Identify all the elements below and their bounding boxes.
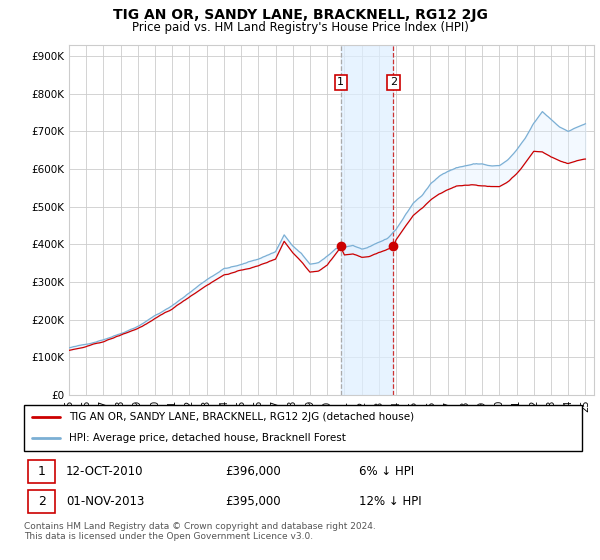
Text: HPI: Average price, detached house, Bracknell Forest: HPI: Average price, detached house, Brac… xyxy=(68,433,346,444)
Text: Contains HM Land Registry data © Crown copyright and database right 2024.
This d: Contains HM Land Registry data © Crown c… xyxy=(24,522,376,542)
Text: 2: 2 xyxy=(38,495,46,508)
Text: 1: 1 xyxy=(337,77,344,87)
Text: £395,000: £395,000 xyxy=(225,495,281,508)
FancyBboxPatch shape xyxy=(28,490,55,513)
Text: 1: 1 xyxy=(38,465,46,478)
Text: Price paid vs. HM Land Registry's House Price Index (HPI): Price paid vs. HM Land Registry's House … xyxy=(131,21,469,34)
FancyBboxPatch shape xyxy=(24,405,582,451)
Text: 2: 2 xyxy=(390,77,397,87)
Text: TIG AN OR, SANDY LANE, BRACKNELL, RG12 2JG (detached house): TIG AN OR, SANDY LANE, BRACKNELL, RG12 2… xyxy=(68,412,414,422)
Text: TIG AN OR, SANDY LANE, BRACKNELL, RG12 2JG: TIG AN OR, SANDY LANE, BRACKNELL, RG12 2… xyxy=(113,8,487,22)
Text: 6% ↓ HPI: 6% ↓ HPI xyxy=(359,465,414,478)
Text: £396,000: £396,000 xyxy=(225,465,281,478)
Text: 12% ↓ HPI: 12% ↓ HPI xyxy=(359,495,421,508)
Bar xyxy=(341,45,393,395)
Text: 12-OCT-2010: 12-OCT-2010 xyxy=(66,465,143,478)
FancyBboxPatch shape xyxy=(28,460,55,483)
Text: 01-NOV-2013: 01-NOV-2013 xyxy=(66,495,144,508)
